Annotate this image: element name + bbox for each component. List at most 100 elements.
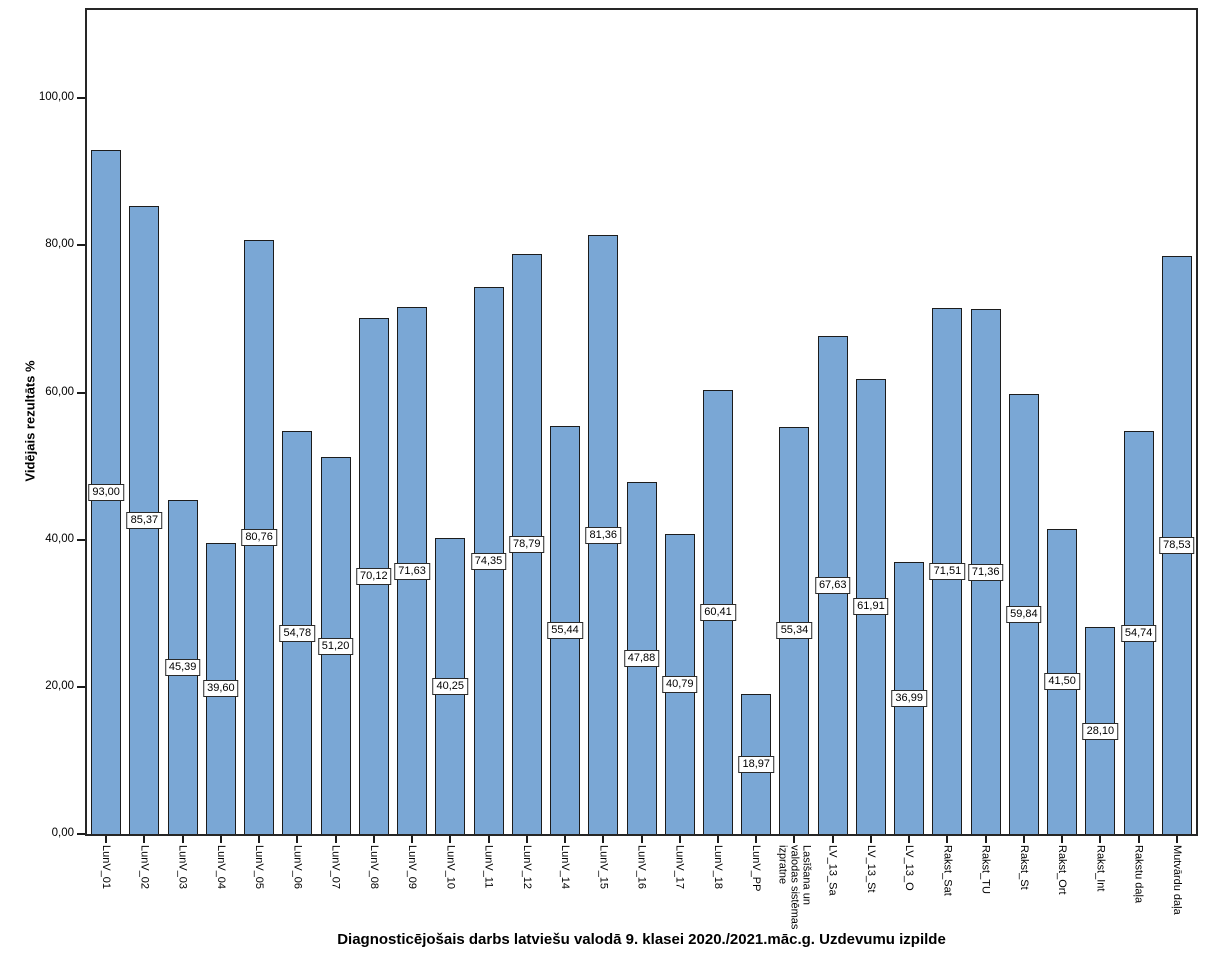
bar-value-label: 28,10 [1082,722,1119,740]
bar-value-label: 74,35 [470,552,507,570]
x-tick-label: LunV_01 [100,845,113,890]
y-tick-label: 0,00 [51,827,74,839]
y-tick-mark [77,391,85,394]
bar-value-label: 93,00 [88,483,124,501]
x-tick-mark [296,836,299,843]
x-tick-label-wrap: LV_13_St [839,845,903,893]
x-tick-label-wrap: LunV_06 [265,845,329,889]
x-tick-label: LV_13_O [903,845,916,891]
y-tick-mark [77,97,85,100]
bar-value-label: 45,39 [164,659,201,677]
bar-value-label: 40,79 [661,675,698,693]
x-tick-label: LunV_07 [329,845,342,890]
x-tick-label: LunV_09 [406,845,419,890]
x-tick-label: Rakst_Int [1094,845,1107,892]
bar-value-label: 78,53 [1159,537,1195,555]
bar-value-label: 60,41 [700,603,736,621]
x-tick-label-wrap: LunV_05 [227,845,291,889]
x-tick-mark [411,836,414,843]
x-tick-label-wrap: Rakst_Ort [1030,845,1094,895]
bar-value-label: 40,25 [432,677,469,695]
bar-value-label: 71,36 [967,563,1004,581]
y-tick-mark [77,833,85,835]
y-tick-label: 40,00 [45,532,74,545]
x-tick-label: LunV_05 [253,845,266,890]
x-tick-mark [1175,836,1178,843]
x-tick-mark [219,836,222,843]
x-tick-label-wrap: LunV_15 [571,845,635,889]
x-tick-label: LunV_06 [291,845,304,890]
x-tick-label-wrap: Rakst_Int [1068,845,1132,891]
bar-value-label: 39,60 [203,680,239,698]
x-tick-label-wrap: LV_13_Sa [801,845,865,896]
x-tick-label-wrap: LunV_18 [686,845,750,889]
x-tick-label-wrap: LunV_01 [74,845,138,889]
y-tick-mark [77,685,85,688]
x-tick-label: LunV_02 [138,845,151,890]
x-tick-mark [946,836,949,843]
x-tick-label-wrap: LunV_04 [189,845,253,889]
bar-value-label: 55,34 [776,622,813,640]
y-tick-label: 60,00 [45,385,74,398]
x-tick-mark [449,836,452,843]
x-tick-label: LunV_12 [520,845,533,890]
x-tick-label-wrap: Rakst_St [992,845,1056,890]
plot-area: 93,00 85,37 45,39 39,60 80,76 54,78 51,20 70,12… [85,8,1198,836]
bar-value-label: 18,97 [738,756,774,774]
x-tick-label: LunV_17 [673,845,686,890]
x-tick-mark [372,836,375,843]
x-tick-mark [755,836,758,843]
x-tick-label: Mutvārdu daļa [1170,845,1183,915]
x-tick-mark [1137,836,1140,843]
x-tick-mark [1099,836,1102,843]
x-tick-label: LunV_08 [367,845,380,890]
bar-value-label: 71,63 [394,562,430,580]
x-tick-mark [1022,836,1025,843]
x-tick-mark [334,836,337,843]
x-tick-mark [602,836,605,843]
x-tick-label-wrap: LunV_16 [610,845,674,889]
x-tick-label: LV_13_Sa [826,845,839,896]
bar-value-label: 51,20 [317,637,354,655]
x-tick-label: LunV_18 [711,845,724,890]
x-tick-label-wrap: LunV_08 [342,845,406,889]
bar-value-label: 55,44 [547,622,583,640]
x-tick-label: LunV_04 [214,845,227,890]
bar-value-label: 54,78 [279,624,316,642]
x-tick-label-wrap: LunV_11 [457,845,521,888]
bar-value-label: 80,76 [241,528,277,546]
y-tick-mark [77,538,85,541]
x-tick-mark [258,836,261,843]
x-tick-mark [716,836,719,843]
y-tick-label: 20,00 [45,679,74,692]
x-tick-label-wrap: LunV_PP [724,845,788,891]
bar-value-label: 36,99 [891,689,927,707]
y-tick-mark [77,244,85,247]
x-tick-label-wrap: LunV_12 [495,845,559,889]
bar-value-label: 67,63 [814,577,851,595]
x-tick-mark [831,836,834,843]
x-tick-mark [564,836,567,843]
x-tick-label: Rakstu daļa [1132,845,1145,904]
bar-value-label: 59,84 [1006,605,1042,623]
bar-value-label: 61,91 [853,598,889,616]
x-tick-label-wrap: LunV_07 [304,845,368,889]
bar-value-label: 81,36 [585,526,622,544]
x-tick-label: LunV_10 [444,845,457,890]
bar-value-label: 70,12 [356,568,392,586]
y-axis-title: Vidējais rezultāts % [22,360,38,482]
bar-value-label: 54,74 [1120,624,1157,642]
x-tick-mark [869,836,872,843]
x-tick-label: LunV_14 [559,845,572,890]
bar-value-label: 41,50 [1044,673,1080,691]
bar-value-label: 71,51 [929,562,966,580]
x-tick-label: Rakst_St [1017,845,1030,890]
x-tick-label: Rakst_Ort [1056,845,1069,895]
x-tick-label: Rakst_TU [979,845,992,894]
x-tick-label: LunV_15 [597,845,610,890]
x-tick-mark [793,836,796,843]
x-tick-label-wrap: Mutvārdu daļa [1145,845,1209,915]
x-tick-mark [984,836,987,843]
x-tick-label: LunV_03 [176,845,189,890]
x-tick-label: LunV_PP [750,845,763,892]
